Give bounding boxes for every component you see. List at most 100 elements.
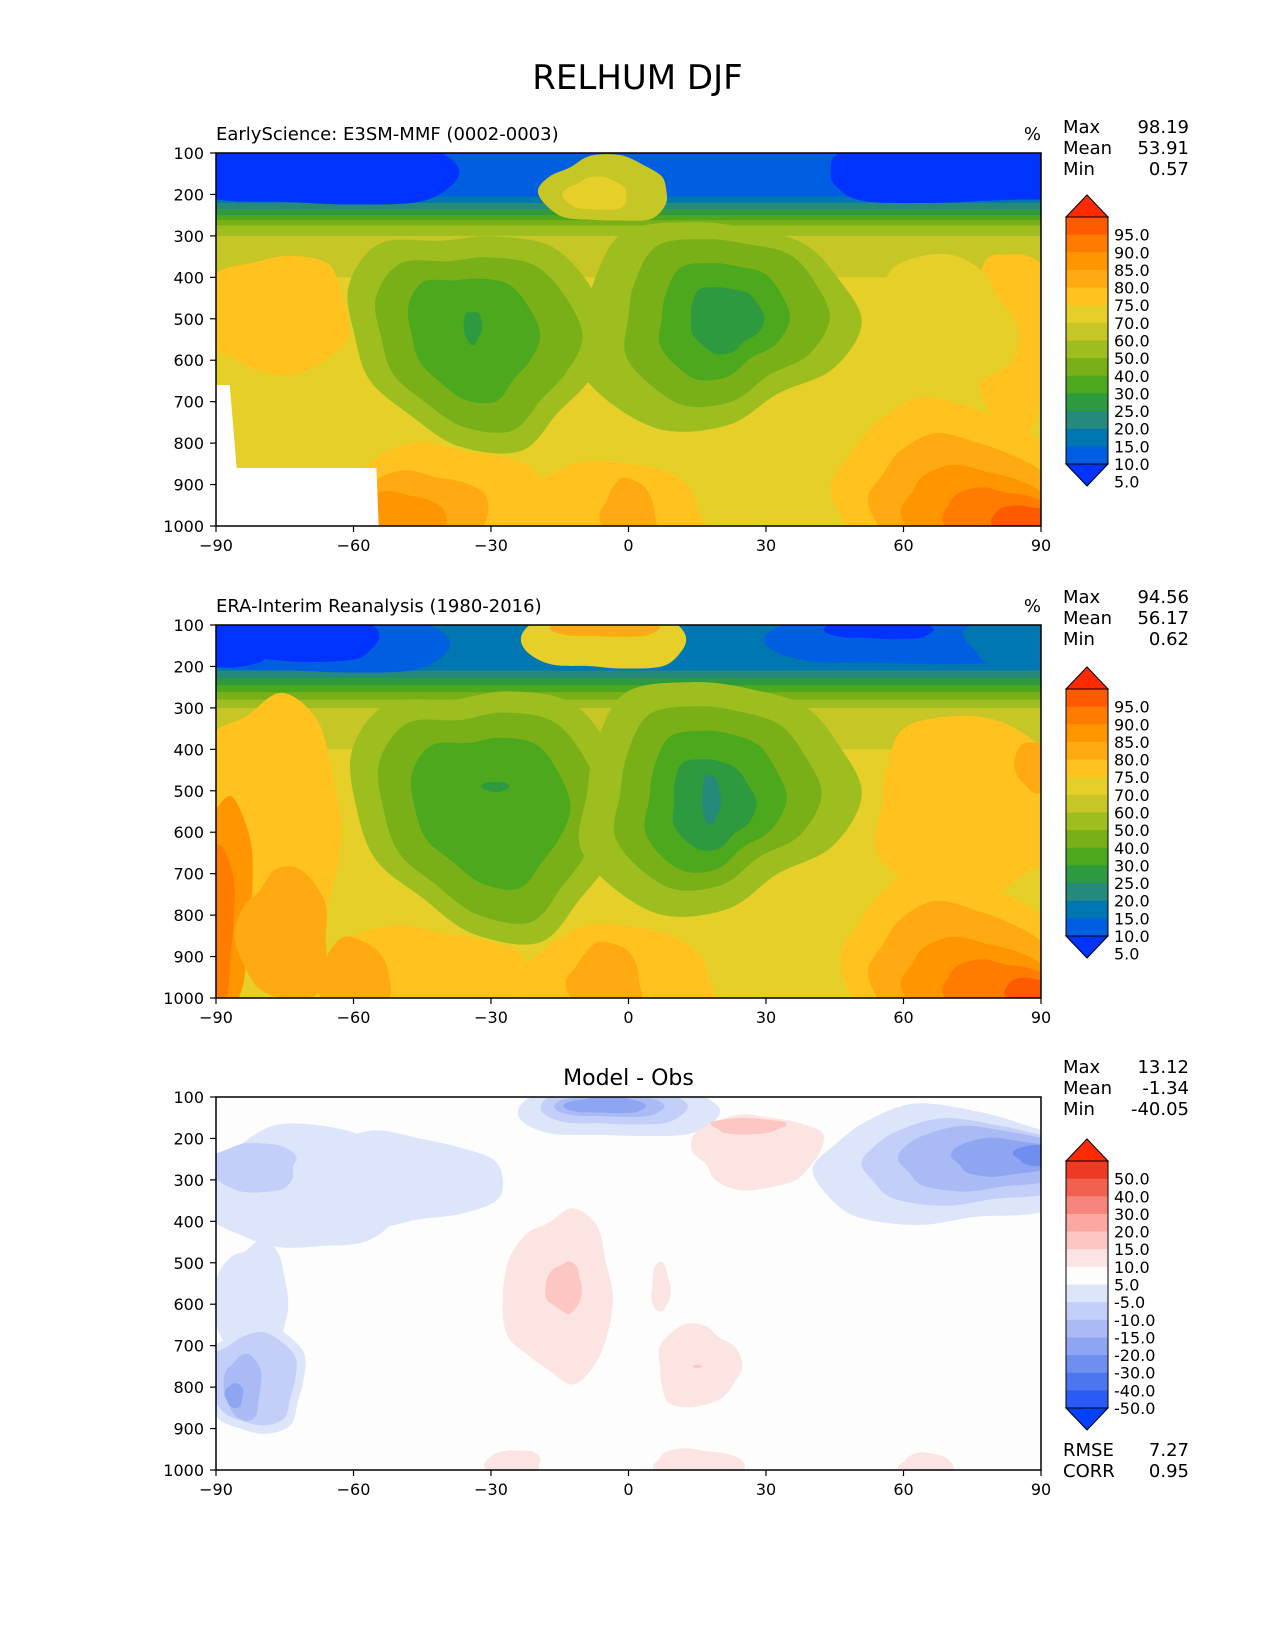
y-tick-label: 900 (173, 948, 204, 967)
colorbar-label: 25.0 (1114, 874, 1150, 893)
colorbar-box (1066, 269, 1108, 289)
colorbar-label: 60.0 (1114, 804, 1150, 823)
rh-contour (865, 254, 1020, 395)
colorbar-extend-max (1064, 1138, 1110, 1162)
colorbar-label: 85.0 (1114, 733, 1150, 752)
colorbar-label: 25.0 (1114, 402, 1150, 421)
x-tick-label: −90 (199, 1008, 233, 1027)
colorbar-label: 30.0 (1114, 856, 1150, 875)
rh-contour (481, 782, 510, 793)
colorbar-extend-max (1064, 194, 1110, 218)
colorbar-label: 75.0 (1114, 768, 1150, 787)
colorbar-label: 80.0 (1114, 279, 1150, 298)
stat-label: Max (1063, 117, 1101, 138)
colorbar-label: 15.0 (1114, 909, 1150, 928)
stat-label: Max (1063, 587, 1101, 608)
x-tick-label: −90 (199, 1480, 233, 1499)
stat-label: RMSE (1063, 1440, 1114, 1461)
colorbar-box (1066, 1372, 1108, 1391)
figure-title: RELHUM DJF (532, 58, 743, 98)
x-tick-label: −30 (474, 1480, 508, 1499)
diff-contour (651, 1261, 671, 1312)
colorbar-box (1066, 1213, 1108, 1233)
stat-value: 0.57 (1148, 159, 1189, 180)
colorbar-label: 20.0 (1114, 1223, 1150, 1242)
colorbar-box (1066, 1231, 1108, 1250)
colorbar-box (1066, 865, 1108, 884)
y-tick-label: 700 (173, 1337, 204, 1356)
colorbar-label: 90.0 (1114, 715, 1150, 734)
colorbar-label: 15.0 (1114, 437, 1150, 456)
colorbar-box (1066, 411, 1108, 430)
colorbar-label: 80.0 (1114, 751, 1150, 770)
y-tick-label: 200 (173, 1129, 204, 1148)
stat-value: 98.19 (1137, 117, 1189, 138)
colorbar-label: -40.0 (1114, 1381, 1155, 1400)
x-tick-label: −60 (337, 1008, 371, 1027)
colorbar-extend-min (1064, 1407, 1110, 1431)
stat-value: 94.56 (1137, 587, 1189, 608)
colorbar-box (1066, 305, 1108, 324)
colorbar-frame (1065, 1160, 1109, 1409)
rh-contour (690, 287, 765, 355)
colorbar-box (1066, 340, 1108, 359)
colorbar-label: -15.0 (1114, 1328, 1155, 1347)
colorbar-label: 95.0 (1114, 226, 1150, 245)
diff-contour (301, 1130, 504, 1228)
colorbar-box (1066, 1390, 1108, 1409)
colorbar-box (1066, 759, 1108, 778)
colorbar-box (1066, 428, 1108, 447)
y-tick-label: 300 (173, 699, 204, 718)
y-tick-label: 600 (173, 823, 204, 842)
colorbar-box (1066, 1284, 1108, 1303)
colorbar-box (1066, 1355, 1108, 1374)
colorbar-frame (1065, 216, 1109, 465)
colorbar-label: 15.0 (1114, 1240, 1150, 1259)
model-colorbar: 95.090.085.080.075.070.060.050.040.030.0… (1064, 194, 1150, 492)
colorbar-label: 90.0 (1114, 243, 1150, 262)
diff-contour (691, 1114, 824, 1191)
axes-frame: −90 −60 −30 0 30 60 90 100 200 300 400 500 600 700 800… (163, 144, 1051, 555)
colorbar-frame (1065, 688, 1109, 937)
colorbar-box (1066, 1319, 1108, 1338)
colorbar-label: 50.0 (1114, 821, 1150, 840)
stat-value: 0.95 (1148, 1461, 1189, 1482)
colorbar-extend-min (1064, 463, 1110, 487)
colorbar-label: 50.0 (1114, 1170, 1150, 1189)
colorbar-label: 20.0 (1114, 892, 1150, 911)
rh-contour (463, 312, 483, 346)
rh-contour (962, 625, 1041, 668)
diff-contour (710, 1117, 787, 1135)
model-panel-title: EarlyScience: E3SM-MMF (0002-0003) (216, 124, 559, 145)
colorbar-label: 85.0 (1114, 261, 1150, 280)
colorbar-label: 50.0 (1114, 349, 1150, 368)
stat-value: 0.62 (1148, 629, 1189, 650)
colorbar-box (1066, 234, 1108, 253)
y-tick-label: 1000 (163, 517, 204, 536)
colorbar-label: 10.0 (1114, 927, 1150, 946)
colorbar-label: 60.0 (1114, 332, 1150, 351)
colorbar-box (1066, 830, 1108, 849)
y-tick-label: 1000 (163, 989, 204, 1008)
rh-contour (216, 153, 310, 200)
x-tick-label: 30 (756, 536, 776, 555)
rh-contour (216, 843, 235, 998)
y-tick-label: 900 (173, 1420, 204, 1439)
y-tick-label: 400 (173, 268, 204, 287)
rh-contour (599, 477, 657, 526)
colorbar-label: -50.0 (1114, 1399, 1155, 1418)
rh-contour (549, 625, 660, 637)
stat-value: 7.27 (1148, 1440, 1189, 1461)
obs-colorbar: 95.090.085.080.075.070.060.050.040.030.0… (1064, 666, 1150, 964)
model-contour-field (216, 153, 1041, 526)
y-tick-label: 600 (173, 1295, 204, 1314)
diff-contour (658, 1323, 743, 1408)
colorbar-box (1066, 777, 1108, 796)
diff-stats: Max 13.12 Mean -1.34 Min -40.05 (1063, 1057, 1189, 1120)
x-tick-label: −60 (337, 1480, 371, 1499)
colorbar-box (1066, 724, 1108, 743)
rh-contour (234, 866, 328, 998)
diff-panel-title: Model - Obs (563, 1066, 694, 1091)
colorbar-box (1066, 1266, 1108, 1285)
y-tick-label: 400 (173, 740, 204, 759)
